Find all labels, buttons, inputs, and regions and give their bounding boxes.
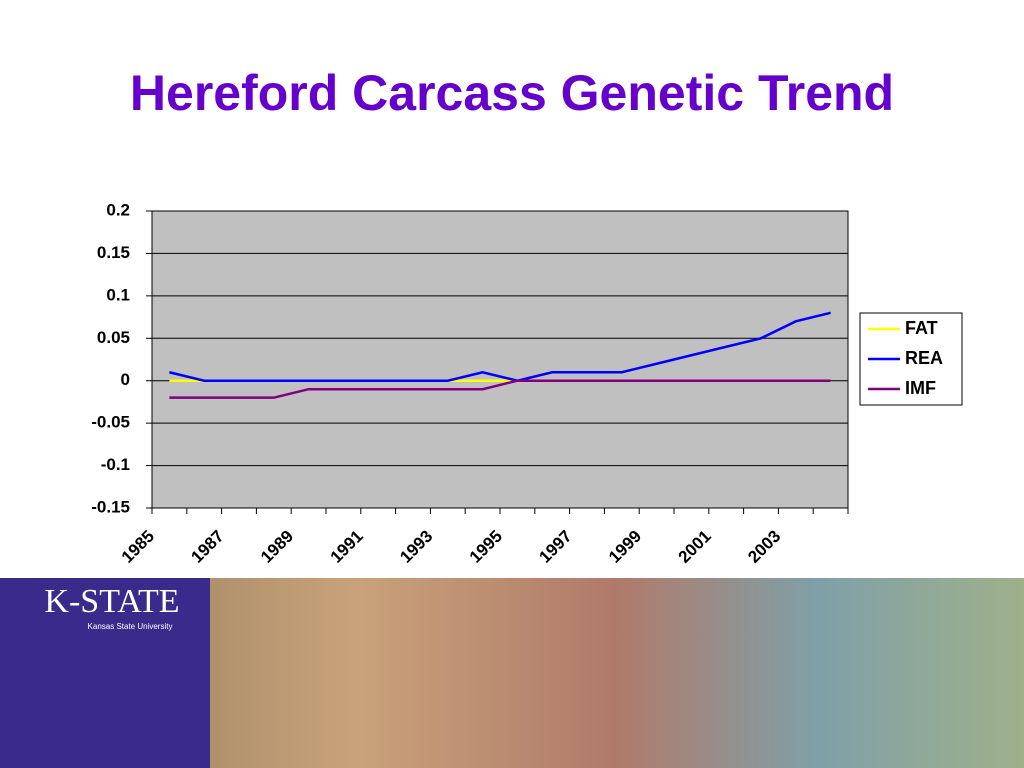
x-tick-label: 2003 xyxy=(744,527,784,567)
y-tick-label: -0.15 xyxy=(91,497,130,516)
series-line xyxy=(169,379,831,399)
y-tick-label: 0.2 xyxy=(106,200,130,219)
x-tick-label: 1991 xyxy=(327,527,367,567)
y-tick-label: -0.05 xyxy=(91,413,130,432)
banner-panel xyxy=(0,578,210,768)
x-tick-label: 1993 xyxy=(396,527,436,567)
legend-label: FAT xyxy=(905,318,938,338)
chart-title: Hereford Carcass Genetic Trend xyxy=(130,65,894,121)
x-tick-label: 1995 xyxy=(466,527,506,567)
banner-subtitle: Kansas State University xyxy=(88,622,173,631)
legend-label: REA xyxy=(905,348,943,368)
y-tick-label: 0.15 xyxy=(97,243,130,262)
y-tick-label: -0.1 xyxy=(101,455,130,474)
x-tick-label: 1989 xyxy=(257,527,297,567)
plot-area xyxy=(151,210,849,509)
series-line xyxy=(169,311,831,383)
x-tick-label: 1985 xyxy=(118,527,158,567)
banner-logo: K-STATE xyxy=(44,583,179,620)
legend-label: IMF xyxy=(905,378,936,398)
chart: 0.2 0.15 0.1 0.05 0 -0.05 -0.1 -0.15 1985 1987 198… xyxy=(91,200,963,567)
x-tick-label: 1997 xyxy=(535,527,575,567)
x-tick-label: 1999 xyxy=(605,527,645,567)
x-tick-label: 1987 xyxy=(187,527,227,567)
y-tick-label: 0.1 xyxy=(106,285,130,304)
y-tick-label: 0 xyxy=(121,370,130,389)
x-tick-label: 2001 xyxy=(675,527,715,567)
banner: K-STATE Kansas State University xyxy=(0,578,1024,768)
y-tick-label: 0.05 xyxy=(97,328,130,347)
